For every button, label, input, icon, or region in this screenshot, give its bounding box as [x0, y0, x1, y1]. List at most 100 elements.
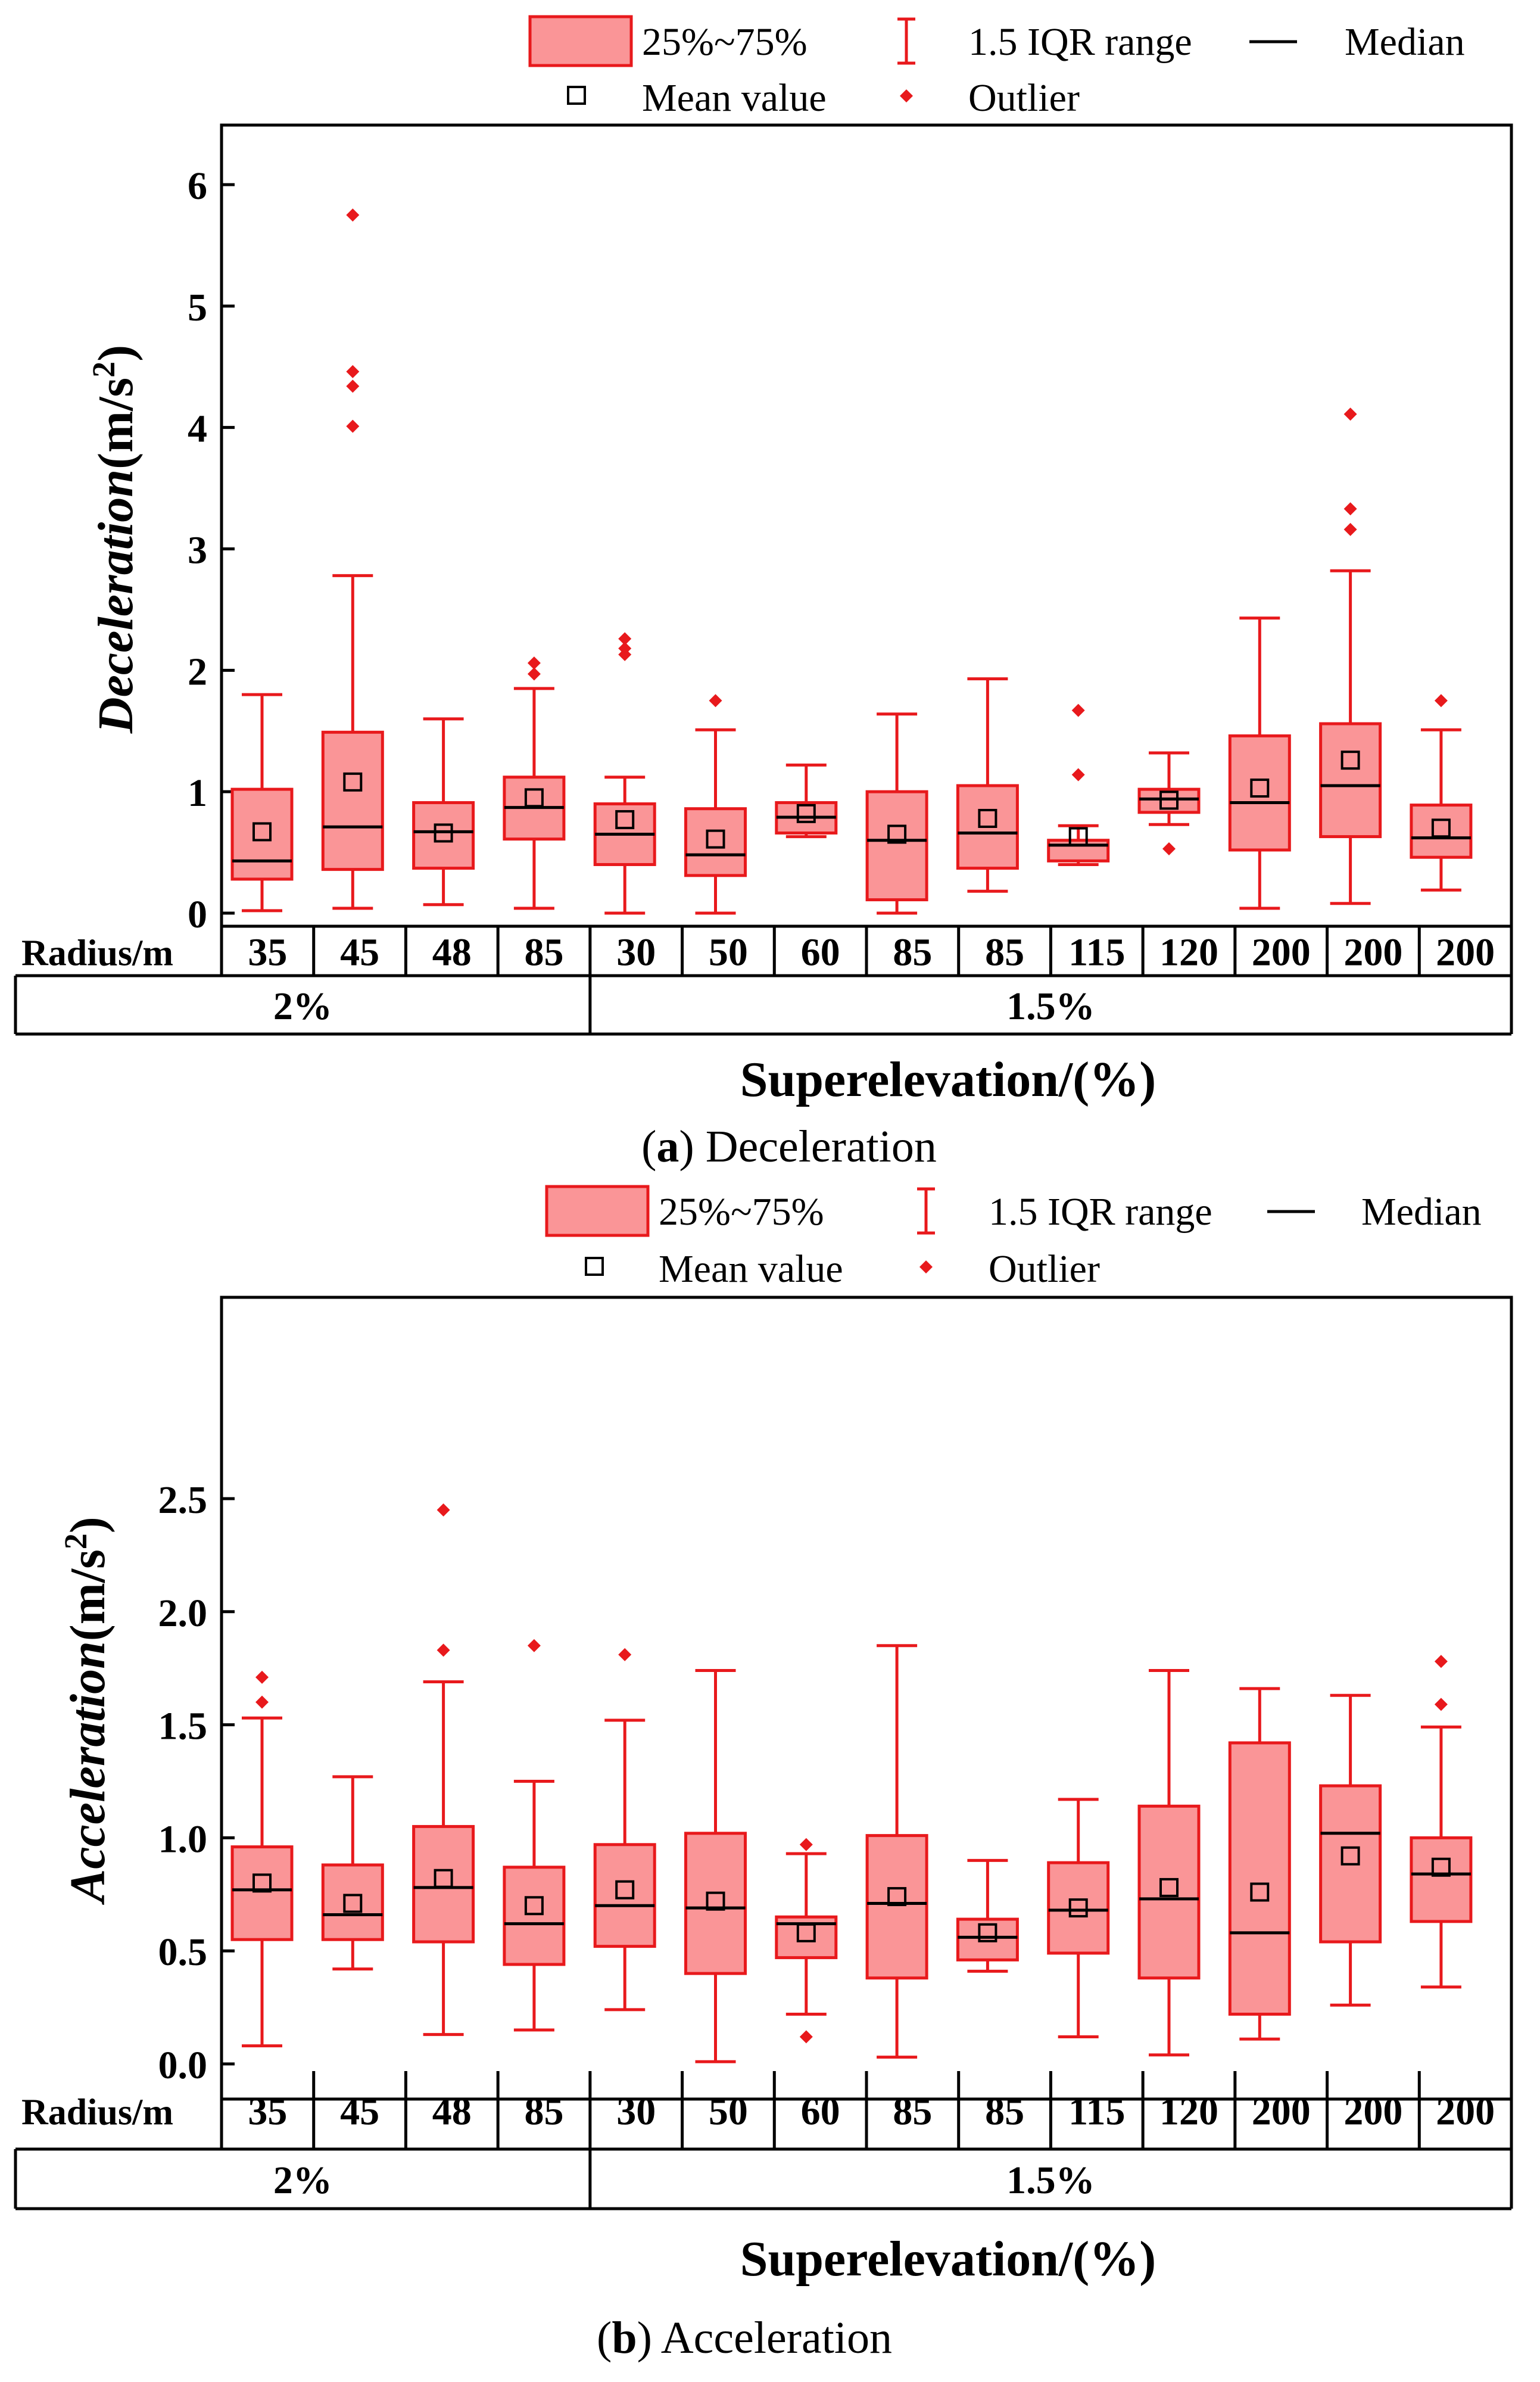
box-group [593, 632, 656, 915]
y-axis-label-b-close: ) [60, 1517, 116, 1533]
caption-b-text: Acceleration [661, 2313, 892, 2363]
mean-marker [1431, 818, 1451, 838]
mean-marker [1159, 1877, 1179, 1897]
superelevation-group: 2% [273, 985, 332, 1028]
outlier-point [618, 642, 632, 655]
iqr-box [321, 730, 384, 871]
iqr-box [1047, 1861, 1110, 1955]
legend-mean-label: Mean value [659, 1247, 843, 1291]
mean-marker [615, 810, 635, 830]
y-axis-label-a-unit: (m/s [88, 378, 144, 469]
radius-value: 45 [340, 931, 379, 974]
box-group [775, 1838, 838, 2044]
y-axis-label-b-sup: 2 [58, 1533, 93, 1549]
mean-marker [1341, 751, 1360, 770]
radius-value: 35 [248, 2090, 287, 2134]
iqr-box [865, 790, 928, 902]
mean-marker [252, 822, 272, 842]
outlier-point [437, 1503, 450, 1517]
legend-box-label: 25%~75% [659, 1190, 824, 1234]
outlier-point [1434, 694, 1448, 708]
y-axis-b: 0.0 0.5 1.0 1.5 2.0 2.5 [158, 1478, 235, 2087]
mean-marker [434, 1869, 453, 1888]
box-group [865, 1644, 928, 2059]
radius-label: Radius/m [21, 933, 173, 974]
outlier-point [527, 667, 541, 681]
legend-outlier-label: Outlier [968, 76, 1080, 120]
legend-whisker-icon [897, 17, 915, 65]
mean-marker [887, 824, 907, 844]
radius-value: 85 [985, 2090, 1024, 2134]
y-tick-label: 5 [188, 286, 207, 329]
box-group [1228, 1687, 1291, 2041]
legend-median-label: Median [1361, 1190, 1482, 1234]
mean-marker [343, 772, 363, 792]
outlier-point [1343, 522, 1357, 536]
category-table-a: Radius/m 35 45 48 85 30 50 60 85 85 115 120 200 200 20… [14, 926, 1513, 1036]
y-axis-label-a-close: ) [88, 345, 144, 362]
radius-value: 60 [801, 2090, 840, 2134]
iqr-box [412, 801, 475, 870]
radius-value: 200 [1343, 2090, 1402, 2134]
outlier-point [709, 694, 722, 708]
outlier-point [1434, 1655, 1448, 1668]
outlier-point [618, 1648, 632, 1661]
legend-mean-label: Mean value [642, 76, 827, 120]
iqr-box [230, 1845, 294, 1941]
box-group [321, 208, 384, 910]
radius-value: 85 [893, 931, 932, 974]
y-axis-label-a: Deceleration(m/s2) [86, 345, 144, 734]
radius-value: 120 [1159, 931, 1218, 974]
caption-a-open: ( [641, 1122, 656, 1172]
mean-marker [706, 829, 725, 849]
legend-box-swatch [528, 15, 633, 67]
box-group [503, 656, 566, 910]
caption-b: (b) Acceleration [597, 2313, 892, 2363]
box-group [230, 693, 294, 913]
legend-a: 25%~75% 1.5 IQR range Median Mean value … [528, 15, 1465, 120]
superelevation-group: 2% [273, 2159, 332, 2202]
radius-value: 115 [1068, 2090, 1125, 2134]
box-group [1319, 1693, 1382, 2007]
box-group [412, 717, 475, 907]
caption-a-close: ) [679, 1122, 705, 1172]
iqr-box [1228, 734, 1291, 852]
legend-box-label: 25%~75% [642, 20, 808, 64]
box-group [503, 1639, 566, 2032]
x-axis-label-b: Superelevation/(%) [740, 2231, 1156, 2287]
iqr-box [1137, 1804, 1201, 1980]
caption-b-label: b [612, 2313, 637, 2363]
box-group [230, 1670, 294, 2048]
caption-a-label: a [656, 1122, 679, 1172]
radius-label: Radius/m [21, 2093, 173, 2133]
y-axis-label-b-main: Acceleration [60, 1641, 116, 1905]
box-group [1137, 751, 1201, 855]
iqr-box [684, 807, 747, 877]
legend-mean-icon [567, 86, 586, 105]
caption-a: (a) Deceleration [641, 1122, 937, 1172]
iqr-box [1047, 839, 1110, 862]
mean-marker [1159, 790, 1179, 810]
iqr-box [1319, 722, 1382, 839]
y-axis-label-b-unit: (m/s [60, 1549, 116, 1641]
radius-value: 200 [1252, 2090, 1311, 2134]
outlier-point [255, 1695, 269, 1709]
y-tick-label: 0 [188, 893, 207, 936]
mean-marker [1250, 1882, 1270, 1902]
outlier-point [346, 379, 360, 393]
radius-value: 50 [709, 2090, 748, 2134]
y-tick-label: 2.0 [158, 1592, 208, 1635]
y-tick-label: 2 [188, 650, 207, 693]
caption-b-close: ) [637, 2313, 661, 2363]
iqr-box [1410, 804, 1473, 859]
iqr-box [1410, 1836, 1473, 1923]
mean-marker [796, 1923, 816, 1942]
radius-value: 35 [248, 931, 287, 974]
category-table-b: Radius/m 35 45 48 85 30 50 60 85 85 115 120 200 200 20… [14, 2071, 1513, 2210]
caption-b-open: ( [597, 2313, 612, 2363]
legend-b: 25%~75% 1.5 IQR range Median Mean value … [545, 1185, 1482, 1291]
mean-marker [524, 1896, 544, 1916]
y-tick-label: 1.5 [158, 1705, 208, 1748]
outlier-point [1343, 407, 1357, 421]
mean-marker [1068, 827, 1088, 846]
